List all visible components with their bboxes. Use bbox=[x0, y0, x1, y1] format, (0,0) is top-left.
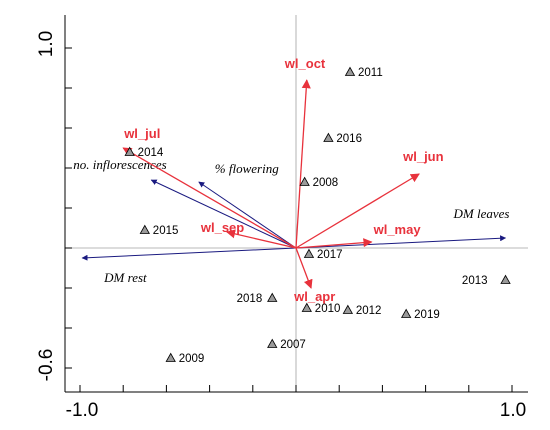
vector-label-wl-jul: wl_jul bbox=[123, 126, 160, 141]
vector-wl-jun bbox=[295, 173, 420, 249]
site-marker-2012 bbox=[342, 304, 354, 314]
site-marker-2010 bbox=[301, 302, 312, 312]
vector-dm-leaves bbox=[295, 235, 507, 249]
site-label-2018: 2018 bbox=[237, 293, 263, 305]
x-tick-label-right: 1.0 bbox=[500, 400, 526, 421]
site-label-2017: 2017 bbox=[317, 249, 343, 261]
site-label-2019: 2019 bbox=[414, 309, 440, 321]
vector-label-wl-sep: wl_sep bbox=[200, 220, 244, 235]
x-axis-ticks bbox=[79, 385, 513, 392]
site-label-2013: 2013 bbox=[462, 275, 488, 287]
water-level-vectors: wl_oct wl_jul wl_jun wl_sep wl_may wl_apr bbox=[122, 56, 444, 304]
site-marker-2019 bbox=[400, 308, 412, 318]
vector-wl-apr bbox=[295, 247, 313, 289]
vector-wl-sep bbox=[225, 229, 297, 249]
site-marker-2013 bbox=[500, 274, 511, 284]
site-label-2012: 2012 bbox=[356, 305, 382, 317]
vector-label-wl-may: wl_may bbox=[373, 222, 422, 237]
site-marker-2009 bbox=[165, 352, 176, 362]
vector-label-no-inflorescences: no. inflorescences bbox=[73, 157, 166, 172]
site-points: 2011 2014 2016 2008 2015 2017 2013 2018 2010 2012… bbox=[124, 66, 511, 365]
site-label-2011: 2011 bbox=[358, 67, 383, 79]
vector-wl-may bbox=[295, 238, 373, 249]
site-marker-2016 bbox=[323, 132, 334, 142]
vector-label-wl-jun: wl_jun bbox=[402, 149, 444, 164]
vector-label-dm-leaves: DM leaves bbox=[453, 206, 510, 221]
x-tick-label-left: -1.0 bbox=[66, 400, 99, 421]
y-axis-ticks bbox=[65, 47, 72, 369]
site-marker-2015 bbox=[139, 224, 150, 234]
site-marker-2018 bbox=[267, 292, 278, 302]
site-label-2009: 2009 bbox=[179, 353, 205, 365]
vector-dm-rest bbox=[81, 247, 297, 261]
site-marker-2014 bbox=[124, 146, 135, 156]
vector-label-flowering: % flowering bbox=[215, 161, 279, 176]
site-label-2007: 2007 bbox=[280, 339, 306, 351]
vector-wl-oct bbox=[295, 79, 311, 249]
vector-label-wl-apr: wl_apr bbox=[293, 289, 335, 304]
site-marker-2011 bbox=[344, 66, 356, 76]
site-label-2015: 2015 bbox=[153, 225, 179, 237]
y-tick-label-bottom: -0.6 bbox=[36, 349, 57, 382]
vector-label-dm-rest: DM rest bbox=[103, 270, 147, 285]
site-marker-2007 bbox=[267, 338, 278, 348]
vector-wl-jul bbox=[122, 147, 297, 249]
y-tick-label-top: 1.0 bbox=[36, 31, 57, 57]
site-marker-2008 bbox=[299, 176, 310, 186]
environment-vectors: DM leaves DM rest no. inflorescences % flow… bbox=[73, 157, 509, 285]
vector-label-wl-oct: wl_oct bbox=[284, 56, 326, 71]
vector-flowering bbox=[198, 181, 297, 249]
vector-no-inflorescences bbox=[150, 179, 297, 249]
site-marker-2017 bbox=[303, 248, 315, 258]
site-label-2016: 2016 bbox=[336, 133, 362, 145]
site-label-2008: 2008 bbox=[313, 177, 339, 189]
site-label-2010: 2010 bbox=[315, 303, 341, 315]
site-label-2014: 2014 bbox=[138, 147, 164, 159]
